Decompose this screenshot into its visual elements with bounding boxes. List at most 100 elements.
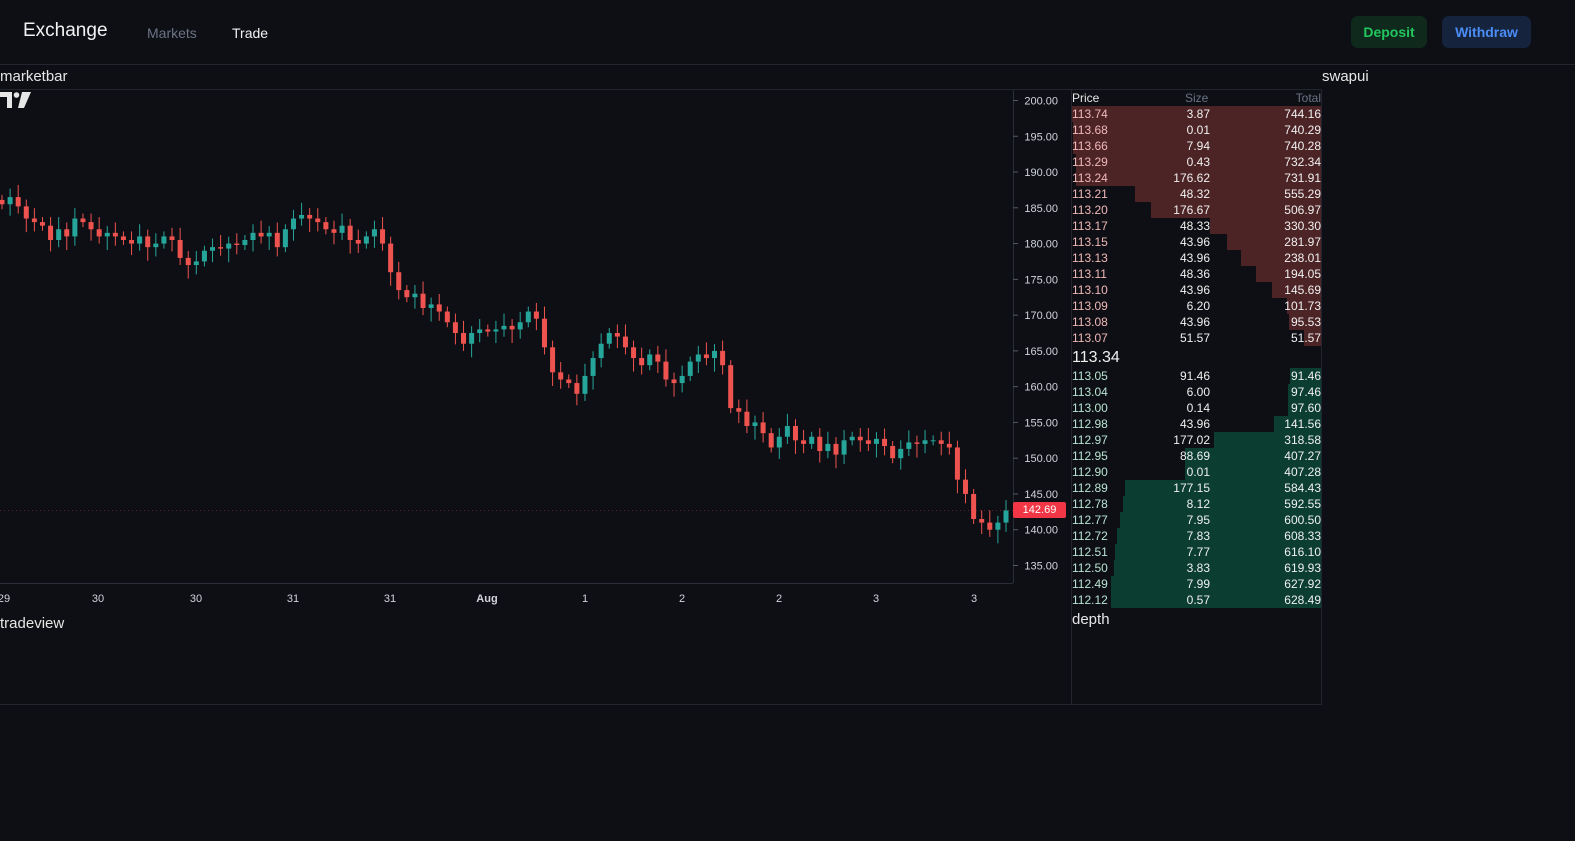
- candle-body: [979, 519, 985, 523]
- candle-body: [882, 438, 888, 447]
- ask-row[interactable]: 113.10 43.96 145.69: [1072, 282, 1321, 298]
- size-cell: 43.96: [1179, 283, 1210, 297]
- bid-row[interactable]: 112.50 3.83 619.93: [1072, 560, 1321, 576]
- depth-bar: [1273, 416, 1321, 432]
- bid-row[interactable]: 112.12 0.57 628.49: [1072, 592, 1321, 608]
- price-cell: 113.29: [1072, 155, 1108, 169]
- ask-row[interactable]: 113.08 43.96 95.53: [1072, 314, 1321, 330]
- candle-body: [39, 222, 45, 226]
- candle-body: [282, 229, 288, 248]
- x-tick-label: Aug: [476, 593, 497, 605]
- candle-body: [558, 372, 564, 380]
- candle-body: [153, 243, 159, 248]
- candle-body: [436, 304, 442, 312]
- size-cell: 0.01: [1186, 465, 1210, 479]
- nav-markets[interactable]: Markets: [147, 25, 197, 41]
- size-cell: 177.02: [1173, 433, 1210, 447]
- bid-row[interactable]: 113.05 91.46 91.46: [1072, 368, 1321, 384]
- size-cell: 0.43: [1186, 155, 1210, 169]
- depth-bar: [1075, 154, 1321, 170]
- ask-row[interactable]: 113.29 0.43 732.34: [1072, 154, 1321, 170]
- candle-body: [169, 236, 175, 240]
- bid-row[interactable]: 112.72 7.83 608.33: [1072, 528, 1321, 544]
- candle-body: [963, 479, 969, 494]
- candle-body: [396, 272, 402, 291]
- total-cell: 619.93: [1284, 561, 1321, 575]
- candle-body: [266, 232, 272, 237]
- bid-row[interactable]: 112.77 7.95 600.50: [1072, 512, 1321, 528]
- candle-body: [574, 383, 580, 394]
- candle-body: [598, 343, 604, 359]
- bids-list: 113.05 91.46 91.46 113.04 6.00 97.46 113.00 0.1…: [1072, 368, 1321, 608]
- candle-body: [720, 350, 726, 366]
- total-cell: 145.69: [1284, 283, 1321, 297]
- ask-row[interactable]: 113.21 48.32 555.29: [1072, 186, 1321, 202]
- depth-bar: [1110, 576, 1321, 592]
- bid-row[interactable]: 112.51 7.77 616.10: [1072, 544, 1321, 560]
- candle-body: [48, 225, 54, 240]
- tradingview-logo-icon[interactable]: [0, 90, 32, 110]
- ask-row[interactable]: 113.66 7.94 740.28: [1072, 138, 1321, 154]
- bid-row[interactable]: 112.78 8.12 592.55: [1072, 496, 1321, 512]
- ask-row[interactable]: 113.15 43.96 281.97: [1072, 234, 1321, 250]
- x-tick-label: 31: [384, 593, 396, 605]
- bid-row[interactable]: 113.04 6.00 97.46: [1072, 384, 1321, 400]
- size-cell: 48.33: [1179, 219, 1210, 233]
- depth-bar: [1073, 122, 1321, 138]
- candle-body: [477, 329, 483, 333]
- ask-row[interactable]: 113.07 51.57 51.57: [1072, 330, 1321, 346]
- price-cell: 113.09: [1072, 299, 1108, 313]
- candle-body: [15, 197, 21, 207]
- bid-row[interactable]: 113.00 0.14 97.60: [1072, 400, 1321, 416]
- candle-body: [420, 293, 426, 308]
- total-cell: 101.73: [1284, 299, 1321, 313]
- candle-body: [509, 325, 515, 330]
- nav-trade[interactable]: Trade: [232, 25, 269, 41]
- ask-row[interactable]: 113.20 176.67 506.97: [1072, 202, 1321, 218]
- candle-body: [906, 442, 912, 449]
- total-cell: 91.46: [1290, 369, 1321, 383]
- bid-row[interactable]: 112.90 0.01 407.28: [1072, 464, 1321, 480]
- ask-row[interactable]: 113.74 3.87 744.16: [1072, 106, 1321, 122]
- asks-list: 113.74 3.87 744.16 113.68 0.01 740.29 113.66 7.…: [1072, 106, 1321, 346]
- y-tick-label: 155.00: [1024, 417, 1058, 429]
- withdraw-button[interactable]: Withdraw: [1442, 16, 1531, 48]
- price-cell: 112.50: [1072, 561, 1108, 575]
- candlestick-chart-svg[interactable]: 200.00 195.00 190.00 185.00 180.00 175.00 170.…: [0, 90, 1068, 612]
- y-tick-label: 190.00: [1024, 167, 1058, 179]
- brand-title[interactable]: Exchange: [23, 20, 108, 41]
- price-cell: 113.17: [1072, 219, 1108, 233]
- candle-body: [517, 322, 523, 330]
- total-cell: 584.43: [1284, 481, 1321, 495]
- ask-row[interactable]: 113.09 6.20 101.73: [1072, 298, 1321, 314]
- orderbook-header: Price Size Total: [1072, 90, 1321, 106]
- deposit-button[interactable]: Deposit: [1351, 16, 1427, 48]
- ask-row[interactable]: 113.13 43.96 238.01: [1072, 250, 1321, 266]
- depth-bar: [1117, 528, 1321, 544]
- size-cell: 7.99: [1186, 577, 1210, 591]
- bid-row[interactable]: 112.89 177.15 584.43: [1072, 480, 1321, 496]
- candle-body: [64, 229, 70, 237]
- price-chart[interactable]: 200.00 195.00 190.00 185.00 180.00 175.00 170.…: [0, 90, 1068, 612]
- depth-bar: [1290, 368, 1321, 384]
- total-cell: 600.50: [1284, 513, 1321, 527]
- ask-row[interactable]: 113.68 0.01 740.29: [1072, 122, 1321, 138]
- candle-body: [922, 440, 928, 444]
- bid-row[interactable]: 112.95 88.69 407.27: [1072, 448, 1321, 464]
- size-cell: 8.12: [1186, 497, 1210, 511]
- bid-row[interactable]: 112.98 43.96 141.56: [1072, 416, 1321, 432]
- ask-row[interactable]: 113.24 176.62 731.91: [1072, 170, 1321, 186]
- depth-bar: [1072, 106, 1321, 122]
- candle-body: [776, 436, 782, 448]
- total-cell: 318.58: [1284, 433, 1321, 447]
- price-cell: 112.12: [1072, 593, 1108, 607]
- price-cell: 113.05: [1072, 369, 1108, 383]
- bid-row[interactable]: 112.49 7.99 627.92: [1072, 576, 1321, 592]
- bid-row[interactable]: 112.97 177.02 318.58: [1072, 432, 1321, 448]
- depth-bar: [1241, 250, 1321, 266]
- ask-row[interactable]: 113.11 48.36 194.05: [1072, 266, 1321, 282]
- candle-body: [995, 522, 1001, 530]
- price-cell: 113.11: [1072, 267, 1107, 281]
- ask-row[interactable]: 113.17 48.33 330.30: [1072, 218, 1321, 234]
- candle-body: [380, 229, 386, 244]
